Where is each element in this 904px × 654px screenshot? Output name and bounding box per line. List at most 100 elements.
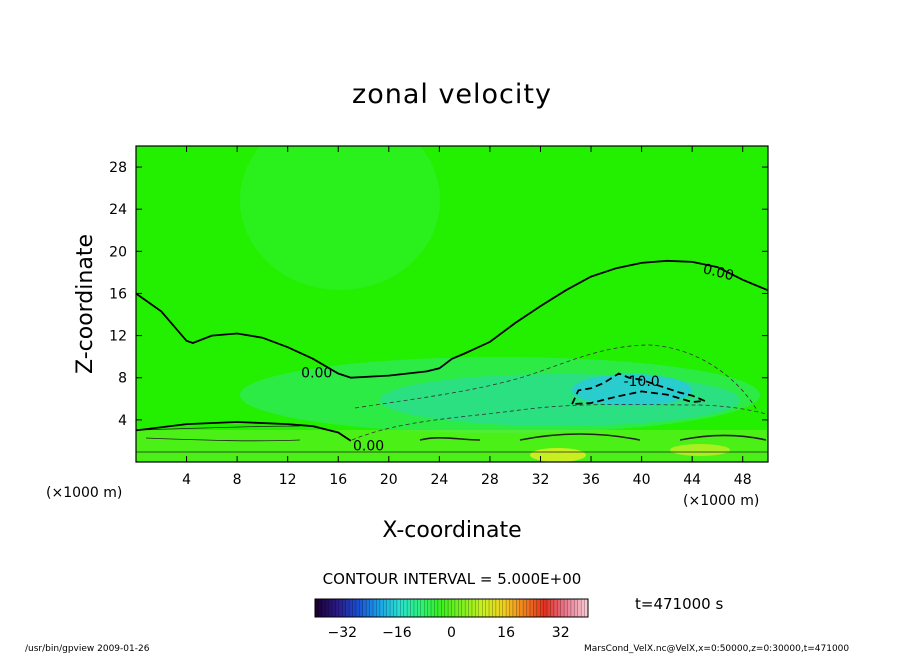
x-axis-ticks: 4 8 12 16 20 24 28 32 36 40 44 48 [182, 146, 752, 488]
colorbar-stripe [540, 599, 544, 617]
x-axis-label: X-coordinate [382, 518, 521, 543]
colorbar-stripe [444, 599, 449, 617]
z-tick-label: 24 [109, 202, 127, 218]
colorbar-stripe [492, 599, 497, 617]
colorbar-stripe [328, 599, 333, 617]
x-tick-label: 28 [481, 472, 499, 488]
footer-right: MarsCond_VelX.nc@VelX,x=0:50000,z=0:3000… [584, 644, 849, 654]
footer-left: /usr/bin/gpview 2009-01-26 [25, 644, 150, 654]
colorbar-stripe [529, 599, 534, 617]
colorbar-ticks: −32 −16 0 16 32 [328, 625, 570, 641]
colorbar-stripe [478, 599, 483, 617]
colorbar-stripe [451, 599, 456, 617]
colorbar-stripe [509, 599, 514, 617]
colorbar-stripe [458, 599, 463, 617]
strong-negative-region [572, 374, 692, 406]
colorbar-stripe [454, 599, 459, 617]
x-tick-label: 4 [182, 472, 191, 488]
x-tick-label: 32 [532, 472, 550, 488]
colorbar-stripe [557, 599, 561, 617]
time-label: t=471000 s [635, 595, 723, 613]
colorbar-stripe [396, 599, 401, 617]
colorbar-stripe [386, 599, 391, 617]
colorbar-tick-label: 16 [497, 625, 515, 641]
contour-interval: CONTOUR INTERVAL = 5.000E+00 [323, 570, 582, 588]
colorbar-stripe [383, 599, 387, 617]
colorbar-stripe [355, 599, 360, 617]
x-tick-label: 8 [233, 472, 242, 488]
colorbar-stripe [475, 599, 480, 617]
colorbar-stripe [431, 599, 435, 617]
colorbar-tick-label: 32 [552, 625, 570, 641]
colorbar-stripe [362, 599, 367, 617]
colorbar-stripe [506, 599, 510, 617]
contour-label: -10.0 [623, 374, 659, 390]
x-tick-label: 44 [683, 472, 701, 488]
colorbar-stripe [325, 599, 329, 617]
colorbar-stripe [489, 599, 493, 617]
colorbar-stripe [420, 599, 425, 617]
colorbar-stripe [441, 599, 445, 617]
colorbar-stripe [461, 599, 466, 617]
z-tick-label: 4 [118, 413, 127, 429]
colorbar-stripe [410, 599, 415, 617]
colorbar-stripe [359, 599, 364, 617]
x-unit-right: (×1000 m) [683, 493, 759, 509]
colorbar-stripe [560, 599, 565, 617]
colorbar-stripe [335, 599, 340, 617]
x-tick-label: 40 [633, 472, 651, 488]
colorbar-stripe [536, 599, 541, 617]
contour-line [571, 372, 706, 405]
colorbar-stripe [512, 599, 517, 617]
colorbar-stripe [352, 599, 357, 617]
colorbar-stripe [499, 599, 503, 617]
colorbar-stripe [577, 599, 582, 617]
colorbar-stripe [543, 599, 548, 617]
colorbar-stripe [547, 599, 551, 617]
colorbar-stripe [413, 599, 418, 617]
contour-label: 0.00 [353, 438, 384, 454]
x-tick-label: 36 [582, 472, 600, 488]
z-axis-ticks: 4 8 12 16 20 24 28 [109, 160, 768, 429]
colorbar-stripe [550, 599, 555, 617]
z-tick-label: 20 [109, 244, 127, 260]
colorbar-stripe [424, 599, 428, 617]
z-axis-label: Z-coordinate [73, 234, 98, 374]
surface-contour [419, 433, 767, 441]
colorbar-tick-label: −16 [382, 625, 412, 641]
x-unit-left: (×1000 m) [46, 485, 122, 501]
colorbar-frame [314, 598, 589, 618]
colorbar-stripe [400, 599, 405, 617]
colorbar-stripe [318, 599, 323, 617]
colorbar-stripe [407, 599, 411, 617]
contour-line [136, 421, 352, 442]
colorbar-tick-label: 0 [447, 625, 456, 641]
colorbar-stripe [417, 599, 422, 617]
colorbar-stripe [369, 599, 374, 617]
surface-layer [136, 430, 768, 462]
colorbar-stripe [567, 599, 572, 617]
colorbar-stripe [570, 599, 575, 617]
colorbar-stripe [321, 599, 326, 617]
contour-line [136, 259, 768, 379]
colorbar-stripe [471, 599, 476, 617]
colorbar-stripe [332, 599, 336, 617]
colorbar-stripe [393, 599, 398, 617]
chart-title: zonal velocity [352, 79, 552, 110]
colorbar-stripe [390, 599, 394, 617]
dashed-contour [351, 404, 767, 441]
colorbar-stripe [315, 599, 319, 617]
colorbar-stripe [502, 599, 507, 617]
x-tick-label: 20 [380, 472, 398, 488]
contour-label: 0.00 [701, 261, 735, 284]
colorbar-stripe [526, 599, 531, 617]
colorbar-stripe [345, 599, 350, 617]
colorbar-stripe [437, 599, 442, 617]
x-tick-label: 16 [329, 472, 347, 488]
colorbar-tick-label: −32 [328, 625, 358, 641]
velocity-field: 0.00 -10.0 0.00 0.00 [136, 146, 768, 462]
colorbar-stripe [564, 599, 568, 617]
surface-contour [136, 425, 768, 453]
z-tick-label: 28 [109, 160, 127, 176]
